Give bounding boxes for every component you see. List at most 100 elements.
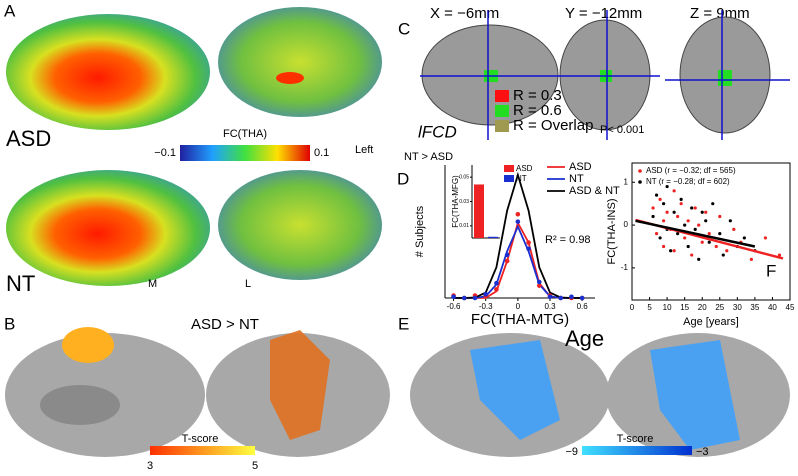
colorbar-title: T-score bbox=[182, 433, 219, 445]
point bbox=[700, 240, 704, 244]
y-axis-label: FC(THA-INS) bbox=[606, 199, 618, 265]
brain-shade bbox=[40, 385, 120, 425]
point bbox=[707, 232, 711, 236]
point bbox=[662, 244, 666, 249]
point bbox=[718, 232, 722, 236]
legend-marker bbox=[638, 169, 642, 173]
legend: R = 0.3R = 0.6R = Overlap bbox=[495, 87, 593, 134]
point bbox=[662, 219, 666, 223]
x-tick-label: 30 bbox=[733, 303, 742, 312]
x-axis-label: Age [years] bbox=[683, 316, 739, 328]
point bbox=[704, 210, 708, 214]
hemisphere-label: Left bbox=[355, 144, 373, 156]
point bbox=[777, 253, 782, 257]
x-tick-label: 25 bbox=[715, 303, 724, 312]
point bbox=[536, 279, 542, 285]
legend-label: R = 0.6 bbox=[513, 102, 562, 119]
x-axis-label: FC(THA-MTG) bbox=[471, 311, 569, 328]
point bbox=[472, 295, 478, 301]
point bbox=[704, 219, 708, 223]
point bbox=[665, 210, 669, 214]
panel-a: A ASD FC(THA) −0.1 0.1 Left NT M L bbox=[4, 1, 382, 296]
activation bbox=[470, 340, 560, 440]
x-tick-label: -0.6 bbox=[447, 302, 461, 311]
legend-label: ASD & NT bbox=[569, 185, 620, 197]
slice-label: Z = 9mm bbox=[690, 5, 750, 22]
point bbox=[728, 219, 732, 223]
legend-label: ASD (r = −0.32; df = 565) bbox=[646, 166, 736, 175]
roi bbox=[718, 70, 732, 86]
colorbar bbox=[582, 446, 692, 455]
panel-d: D NT > ASD R² = 0.98 bbox=[397, 151, 591, 246]
point bbox=[654, 232, 659, 236]
y-tick-label: 0.03 bbox=[459, 199, 469, 205]
panel-label: D bbox=[397, 169, 409, 188]
x-tick-label: 35 bbox=[750, 303, 759, 312]
legend-label: ASD bbox=[516, 164, 533, 173]
crosshairs bbox=[420, 10, 790, 140]
x-tick-label: -0.3 bbox=[479, 302, 493, 311]
panel-e: E Age T-score −9 −3 bbox=[398, 314, 790, 458]
point bbox=[707, 240, 711, 244]
point bbox=[558, 295, 564, 301]
r-squared: R² = 0.98 bbox=[545, 234, 591, 246]
x-tick-label: 0.3 bbox=[544, 302, 556, 311]
colorbar bbox=[150, 446, 255, 455]
measure-label: lFCD bbox=[418, 122, 457, 141]
point bbox=[461, 295, 467, 301]
point bbox=[686, 219, 690, 223]
point bbox=[711, 202, 715, 206]
legend-swatch bbox=[504, 175, 514, 182]
y-tick-label: 1 bbox=[624, 177, 629, 186]
bar bbox=[474, 184, 484, 238]
legend-label: NT bbox=[569, 173, 584, 185]
legend-swatch bbox=[495, 105, 509, 117]
point bbox=[451, 294, 456, 300]
activation bbox=[650, 340, 740, 450]
group-label: ASD bbox=[6, 126, 51, 151]
point bbox=[483, 292, 489, 297]
point bbox=[718, 214, 722, 219]
point bbox=[700, 210, 704, 214]
point bbox=[749, 257, 753, 261]
point bbox=[526, 240, 531, 245]
brain-medial bbox=[6, 170, 210, 286]
x-tick-label: 40 bbox=[768, 303, 777, 312]
panel-b: B ASD > NT T-score 3 5 bbox=[4, 314, 390, 472]
legend-label: NT (r = −0.28; df = 602) bbox=[646, 177, 730, 186]
contrast-label: NT > ASD bbox=[404, 151, 453, 163]
point bbox=[654, 193, 659, 197]
y-axis-label: FC(THA-MFG) bbox=[451, 175, 460, 228]
point bbox=[651, 214, 655, 219]
y-axis-label: # Subjects bbox=[414, 205, 426, 257]
x-tick-label: 5 bbox=[647, 303, 652, 312]
point bbox=[569, 294, 574, 300]
point bbox=[579, 295, 585, 301]
point bbox=[504, 252, 510, 258]
panel-title: Age bbox=[565, 326, 604, 351]
legend-swatch bbox=[495, 120, 509, 132]
point bbox=[763, 236, 768, 240]
point bbox=[662, 202, 666, 206]
group-label: NT bbox=[6, 271, 35, 296]
point bbox=[536, 283, 542, 288]
x-tick-label: 20 bbox=[698, 303, 707, 312]
panel-label: A bbox=[4, 1, 16, 20]
point bbox=[672, 210, 676, 214]
point bbox=[697, 223, 701, 227]
colorbar-min: −9 bbox=[565, 446, 578, 458]
legend-label: NT bbox=[516, 174, 527, 183]
panel-label: C bbox=[398, 19, 410, 38]
y-tick-label: 0.01 bbox=[459, 223, 469, 229]
colorbar-min: −0.1 bbox=[154, 147, 176, 159]
point bbox=[721, 253, 725, 257]
y-tick-label: 0 bbox=[624, 220, 629, 229]
activation bbox=[270, 330, 330, 440]
colorbar-title: T-score bbox=[617, 433, 654, 445]
y-tick-label: 0.05 bbox=[459, 174, 469, 180]
colorbar-max: −3 bbox=[696, 446, 709, 458]
brain-medial bbox=[6, 14, 210, 130]
point bbox=[547, 294, 553, 300]
point bbox=[651, 206, 655, 210]
point bbox=[676, 214, 680, 219]
